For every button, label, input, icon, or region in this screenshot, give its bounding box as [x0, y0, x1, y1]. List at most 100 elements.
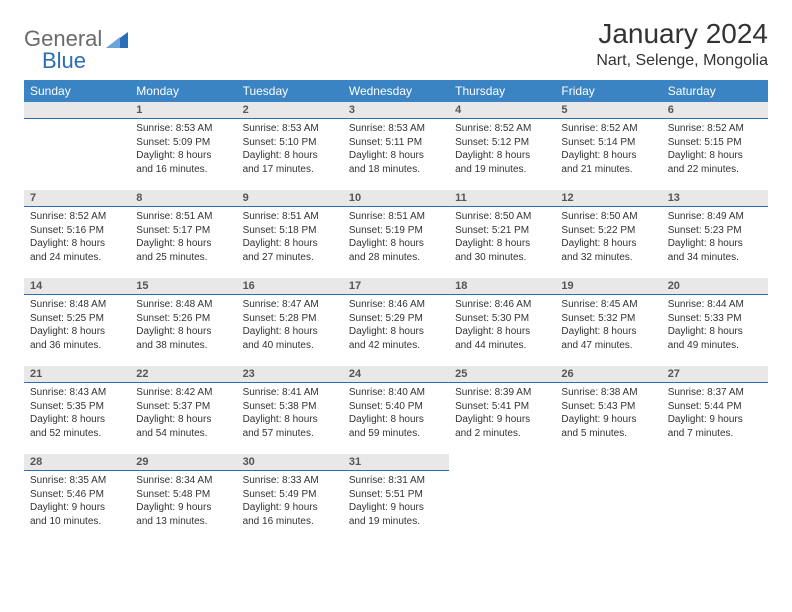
day-details: Sunrise: 8:50 AMSunset: 5:22 PMDaylight:…	[555, 207, 661, 268]
day-number: 8	[130, 190, 236, 207]
sunrise-text: Sunrise: 8:45 AM	[561, 298, 655, 312]
daylight-text: Daylight: 8 hours and 17 minutes.	[243, 149, 337, 176]
day-details: Sunrise: 8:47 AMSunset: 5:28 PMDaylight:…	[237, 295, 343, 356]
weekday-header: Wednesday	[343, 80, 449, 102]
calendar-day-cell	[449, 454, 555, 542]
day-details: Sunrise: 8:51 AMSunset: 5:17 PMDaylight:…	[130, 207, 236, 268]
sunset-text: Sunset: 5:32 PM	[561, 312, 655, 326]
calendar-week-row: 7Sunrise: 8:52 AMSunset: 5:16 PMDaylight…	[24, 190, 768, 278]
day-number: 20	[662, 278, 768, 295]
day-number: 2	[237, 102, 343, 119]
day-number: 14	[24, 278, 130, 295]
daylight-text: Daylight: 8 hours and 36 minutes.	[30, 325, 124, 352]
day-number: 11	[449, 190, 555, 207]
daylight-text: Daylight: 9 hours and 13 minutes.	[136, 501, 230, 528]
day-details: Sunrise: 8:48 AMSunset: 5:25 PMDaylight:…	[24, 295, 130, 356]
day-number: 10	[343, 190, 449, 207]
daylight-text: Daylight: 8 hours and 34 minutes.	[668, 237, 762, 264]
daylight-text: Daylight: 8 hours and 24 minutes.	[30, 237, 124, 264]
calendar-day-cell: 7Sunrise: 8:52 AMSunset: 5:16 PMDaylight…	[24, 190, 130, 278]
calendar-day-cell: 12Sunrise: 8:50 AMSunset: 5:22 PMDayligh…	[555, 190, 661, 278]
sunrise-text: Sunrise: 8:38 AM	[561, 386, 655, 400]
sunrise-text: Sunrise: 8:51 AM	[243, 210, 337, 224]
calendar-day-cell: 17Sunrise: 8:46 AMSunset: 5:29 PMDayligh…	[343, 278, 449, 366]
sunrise-text: Sunrise: 8:46 AM	[349, 298, 443, 312]
calendar-day-cell: 8Sunrise: 8:51 AMSunset: 5:17 PMDaylight…	[130, 190, 236, 278]
daylight-text: Daylight: 8 hours and 54 minutes.	[136, 413, 230, 440]
day-number: 17	[343, 278, 449, 295]
sunset-text: Sunset: 5:40 PM	[349, 400, 443, 414]
daylight-text: Daylight: 8 hours and 18 minutes.	[349, 149, 443, 176]
daylight-text: Daylight: 8 hours and 40 minutes.	[243, 325, 337, 352]
calendar-day-cell: 24Sunrise: 8:40 AMSunset: 5:40 PMDayligh…	[343, 366, 449, 454]
day-details: Sunrise: 8:46 AMSunset: 5:29 PMDaylight:…	[343, 295, 449, 356]
sunset-text: Sunset: 5:19 PM	[349, 224, 443, 238]
sunrise-text: Sunrise: 8:33 AM	[243, 474, 337, 488]
sunset-text: Sunset: 5:11 PM	[349, 136, 443, 150]
logo-triangle-icon	[106, 30, 128, 48]
day-number: 18	[449, 278, 555, 295]
sunrise-text: Sunrise: 8:53 AM	[243, 122, 337, 136]
sunrise-text: Sunrise: 8:51 AM	[349, 210, 443, 224]
weekday-header: Tuesday	[237, 80, 343, 102]
day-number: 9	[237, 190, 343, 207]
day-number: 13	[662, 190, 768, 207]
weekday-header: Saturday	[662, 80, 768, 102]
sunset-text: Sunset: 5:51 PM	[349, 488, 443, 502]
sunset-text: Sunset: 5:30 PM	[455, 312, 549, 326]
sunset-text: Sunset: 5:09 PM	[136, 136, 230, 150]
sunset-text: Sunset: 5:10 PM	[243, 136, 337, 150]
day-details: Sunrise: 8:45 AMSunset: 5:32 PMDaylight:…	[555, 295, 661, 356]
daylight-text: Daylight: 8 hours and 59 minutes.	[349, 413, 443, 440]
weekday-header: Thursday	[449, 80, 555, 102]
day-details: Sunrise: 8:51 AMSunset: 5:18 PMDaylight:…	[237, 207, 343, 268]
day-details: Sunrise: 8:52 AMSunset: 5:12 PMDaylight:…	[449, 119, 555, 180]
daylight-text: Daylight: 8 hours and 25 minutes.	[136, 237, 230, 264]
calendar-day-cell	[24, 102, 130, 190]
daylight-text: Daylight: 8 hours and 52 minutes.	[30, 413, 124, 440]
day-details: Sunrise: 8:41 AMSunset: 5:38 PMDaylight:…	[237, 383, 343, 444]
daylight-text: Daylight: 8 hours and 22 minutes.	[668, 149, 762, 176]
day-details: Sunrise: 8:53 AMSunset: 5:11 PMDaylight:…	[343, 119, 449, 180]
sunrise-text: Sunrise: 8:44 AM	[668, 298, 762, 312]
day-number: 29	[130, 454, 236, 471]
day-number: 6	[662, 102, 768, 119]
daylight-text: Daylight: 8 hours and 28 minutes.	[349, 237, 443, 264]
calendar-head: SundayMondayTuesdayWednesdayThursdayFrid…	[24, 80, 768, 102]
day-details: Sunrise: 8:52 AMSunset: 5:14 PMDaylight:…	[555, 119, 661, 180]
calendar-body: 1Sunrise: 8:53 AMSunset: 5:09 PMDaylight…	[24, 102, 768, 542]
sunrise-text: Sunrise: 8:50 AM	[561, 210, 655, 224]
day-details: Sunrise: 8:33 AMSunset: 5:49 PMDaylight:…	[237, 471, 343, 532]
daylight-text: Daylight: 8 hours and 42 minutes.	[349, 325, 443, 352]
day-number: 31	[343, 454, 449, 471]
calendar-week-row: 1Sunrise: 8:53 AMSunset: 5:09 PMDaylight…	[24, 102, 768, 190]
calendar-week-row: 14Sunrise: 8:48 AMSunset: 5:25 PMDayligh…	[24, 278, 768, 366]
calendar-day-cell: 23Sunrise: 8:41 AMSunset: 5:38 PMDayligh…	[237, 366, 343, 454]
sunrise-text: Sunrise: 8:53 AM	[136, 122, 230, 136]
calendar-day-cell: 1Sunrise: 8:53 AMSunset: 5:09 PMDaylight…	[130, 102, 236, 190]
sunrise-text: Sunrise: 8:50 AM	[455, 210, 549, 224]
day-number: 7	[24, 190, 130, 207]
calendar-day-cell: 13Sunrise: 8:49 AMSunset: 5:23 PMDayligh…	[662, 190, 768, 278]
logo-text-blue: Blue	[42, 48, 86, 73]
title-block: January 2024 Nart, Selenge, Mongolia	[596, 18, 768, 70]
weekday-header: Monday	[130, 80, 236, 102]
calendar-day-cell: 18Sunrise: 8:46 AMSunset: 5:30 PMDayligh…	[449, 278, 555, 366]
sunrise-text: Sunrise: 8:53 AM	[349, 122, 443, 136]
sunset-text: Sunset: 5:26 PM	[136, 312, 230, 326]
sunset-text: Sunset: 5:18 PM	[243, 224, 337, 238]
day-number: 30	[237, 454, 343, 471]
daylight-text: Daylight: 8 hours and 44 minutes.	[455, 325, 549, 352]
sunset-text: Sunset: 5:21 PM	[455, 224, 549, 238]
sunset-text: Sunset: 5:48 PM	[136, 488, 230, 502]
calendar-day-cell: 6Sunrise: 8:52 AMSunset: 5:15 PMDaylight…	[662, 102, 768, 190]
day-number: 23	[237, 366, 343, 383]
day-number: 24	[343, 366, 449, 383]
daylight-text: Daylight: 8 hours and 57 minutes.	[243, 413, 337, 440]
daylight-text: Daylight: 9 hours and 7 minutes.	[668, 413, 762, 440]
sunset-text: Sunset: 5:25 PM	[30, 312, 124, 326]
calendar-day-cell: 2 Sunrise: 8:53 AMSunset: 5:10 PMDaylight…	[237, 102, 343, 190]
sunrise-text: Sunrise: 8:48 AM	[30, 298, 124, 312]
sunset-text: Sunset: 5:49 PM	[243, 488, 337, 502]
daylight-text: Daylight: 8 hours and 47 minutes.	[561, 325, 655, 352]
